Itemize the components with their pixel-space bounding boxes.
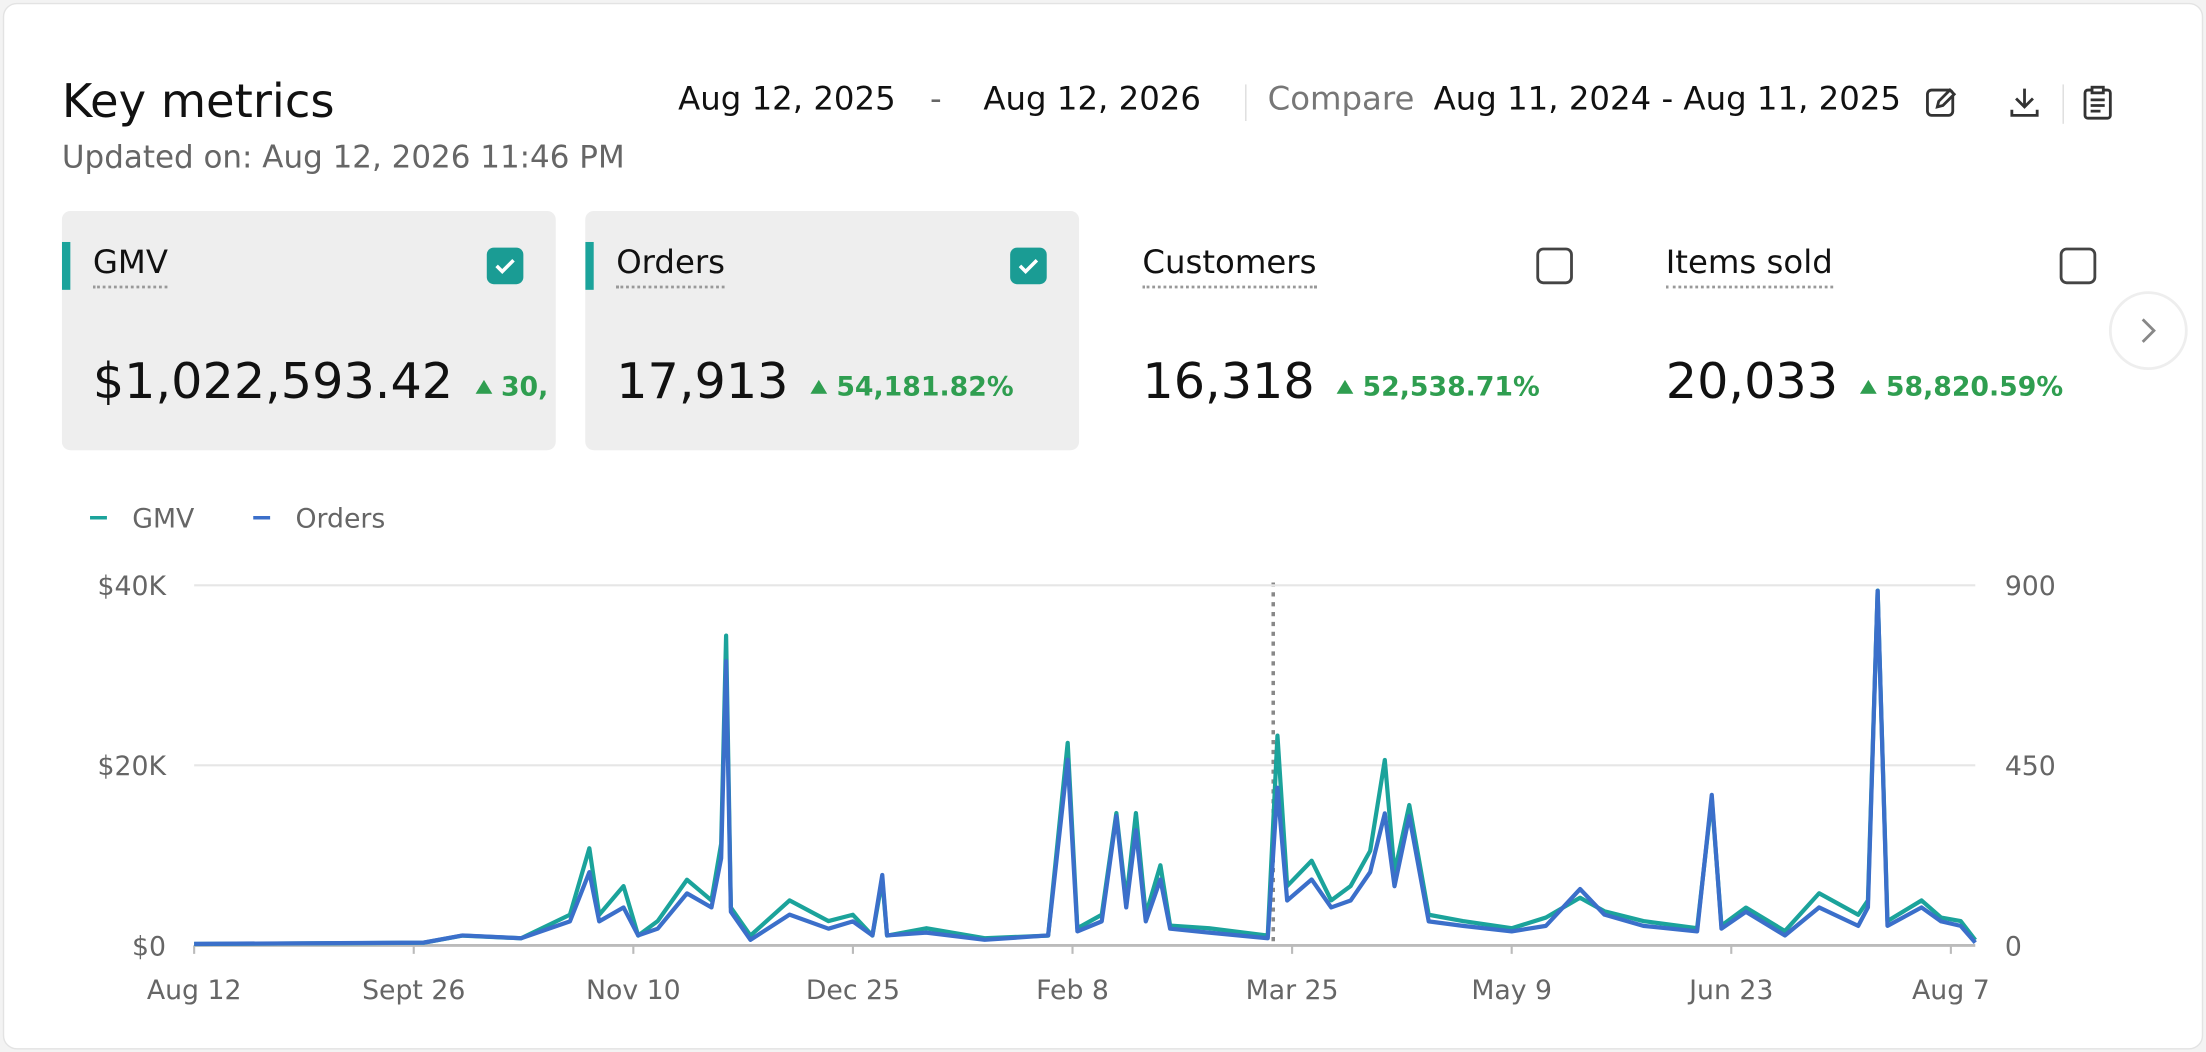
metric-name: Customers — [1142, 245, 1317, 289]
download-icon[interactable] — [2006, 84, 2043, 121]
x-tick-label: Jun 23 — [1687, 975, 1773, 1006]
checkbox[interactable] — [2059, 247, 2097, 285]
x-tick-label: Nov 10 — [586, 975, 681, 1006]
up-arrow — [811, 379, 828, 394]
x-tick-label: Aug 7 — [1912, 975, 1990, 1006]
y-tick-label: $20K — [97, 751, 167, 782]
metric-name: Orders — [616, 245, 726, 289]
metric-change: 58,820.59% — [1860, 371, 2064, 403]
updated: Updated on: Aug 12, 2026 11:46 PM — [61, 140, 625, 176]
metric-card[interactable]: Customers 16,318 52,538.71% — [1111, 211, 1605, 450]
date-end[interactable]: Aug 12, 2026 — [983, 81, 1202, 119]
report-icon[interactable] — [2079, 84, 2116, 121]
accent-bar — [585, 241, 594, 290]
edit-icon[interactable] — [1923, 84, 1960, 121]
metric-value: 17,913 — [616, 354, 789, 411]
title: Key metrics — [61, 73, 335, 129]
compare-label: Compare — [1267, 81, 1415, 119]
date-start[interactable]: Aug 12, 2025 — [678, 81, 896, 119]
series-line — [194, 588, 1977, 946]
compare-range[interactable]: Aug 11, 2024 - Aug 11, 2025 — [1433, 81, 1902, 119]
date-separator: - — [929, 81, 942, 119]
x-tick-label: Dec 25 — [806, 975, 900, 1006]
next-button[interactable] — [2108, 290, 2190, 372]
x-tick-label: May 9 — [1471, 975, 1552, 1006]
change-text: 52,538.71% — [1362, 371, 1540, 403]
divider — [1245, 84, 1247, 121]
x-tick-label: Feb 8 — [1036, 975, 1109, 1006]
y2-tick-label: 0 — [2005, 931, 2022, 962]
check — [1018, 259, 1039, 275]
metric-card[interactable]: Orders 17,913 54,181.82% — [585, 211, 1080, 451]
metric-name: GMV — [92, 245, 168, 289]
checkbox[interactable] — [1010, 247, 1047, 285]
legend-label: GMV — [132, 504, 195, 535]
series-line — [194, 588, 1977, 947]
metric-change: 54,181.82% — [811, 371, 1014, 402]
x-tick-label: Sept 26 — [362, 975, 465, 1006]
up-arrow — [1860, 379, 1878, 394]
metric-value: 16,318 — [1142, 354, 1315, 411]
check — [495, 259, 515, 275]
metric-change: 30, — [475, 371, 549, 403]
checkbox[interactable] — [1536, 247, 1573, 285]
legend-label: Orders — [295, 504, 385, 535]
metric-change: 52,538.71% — [1337, 371, 1540, 402]
metric-value: 20,033 — [1665, 354, 1839, 411]
divider — [2062, 84, 2064, 124]
y2-tick-label: 450 — [2005, 751, 2056, 782]
y-tick-label: $40K — [97, 571, 167, 602]
up-arrow — [475, 379, 493, 394]
change-text: 54,181.82% — [836, 371, 1014, 403]
y-tick-label: $0 — [132, 931, 166, 962]
up-arrow — [1337, 379, 1355, 394]
metric-card[interactable]: GMV $1,022,593.42 30, — [61, 211, 556, 451]
checkbox[interactable] — [486, 247, 524, 285]
y2-tick-label: 900 — [2005, 571, 2056, 602]
metric-name: Items sold — [1665, 245, 1833, 289]
x-tick-label: Aug 12 — [147, 975, 242, 1006]
accent-bar — [61, 241, 71, 290]
change-text: 58,820.59% — [1885, 371, 2064, 403]
metric-card[interactable]: Items sold 20,033 58,820.59% — [1635, 211, 2129, 450]
metric-value: $1,022,593.42 — [92, 354, 454, 411]
change-text: 30, — [500, 371, 549, 403]
x-tick-label: Mar 25 — [1246, 975, 1339, 1006]
